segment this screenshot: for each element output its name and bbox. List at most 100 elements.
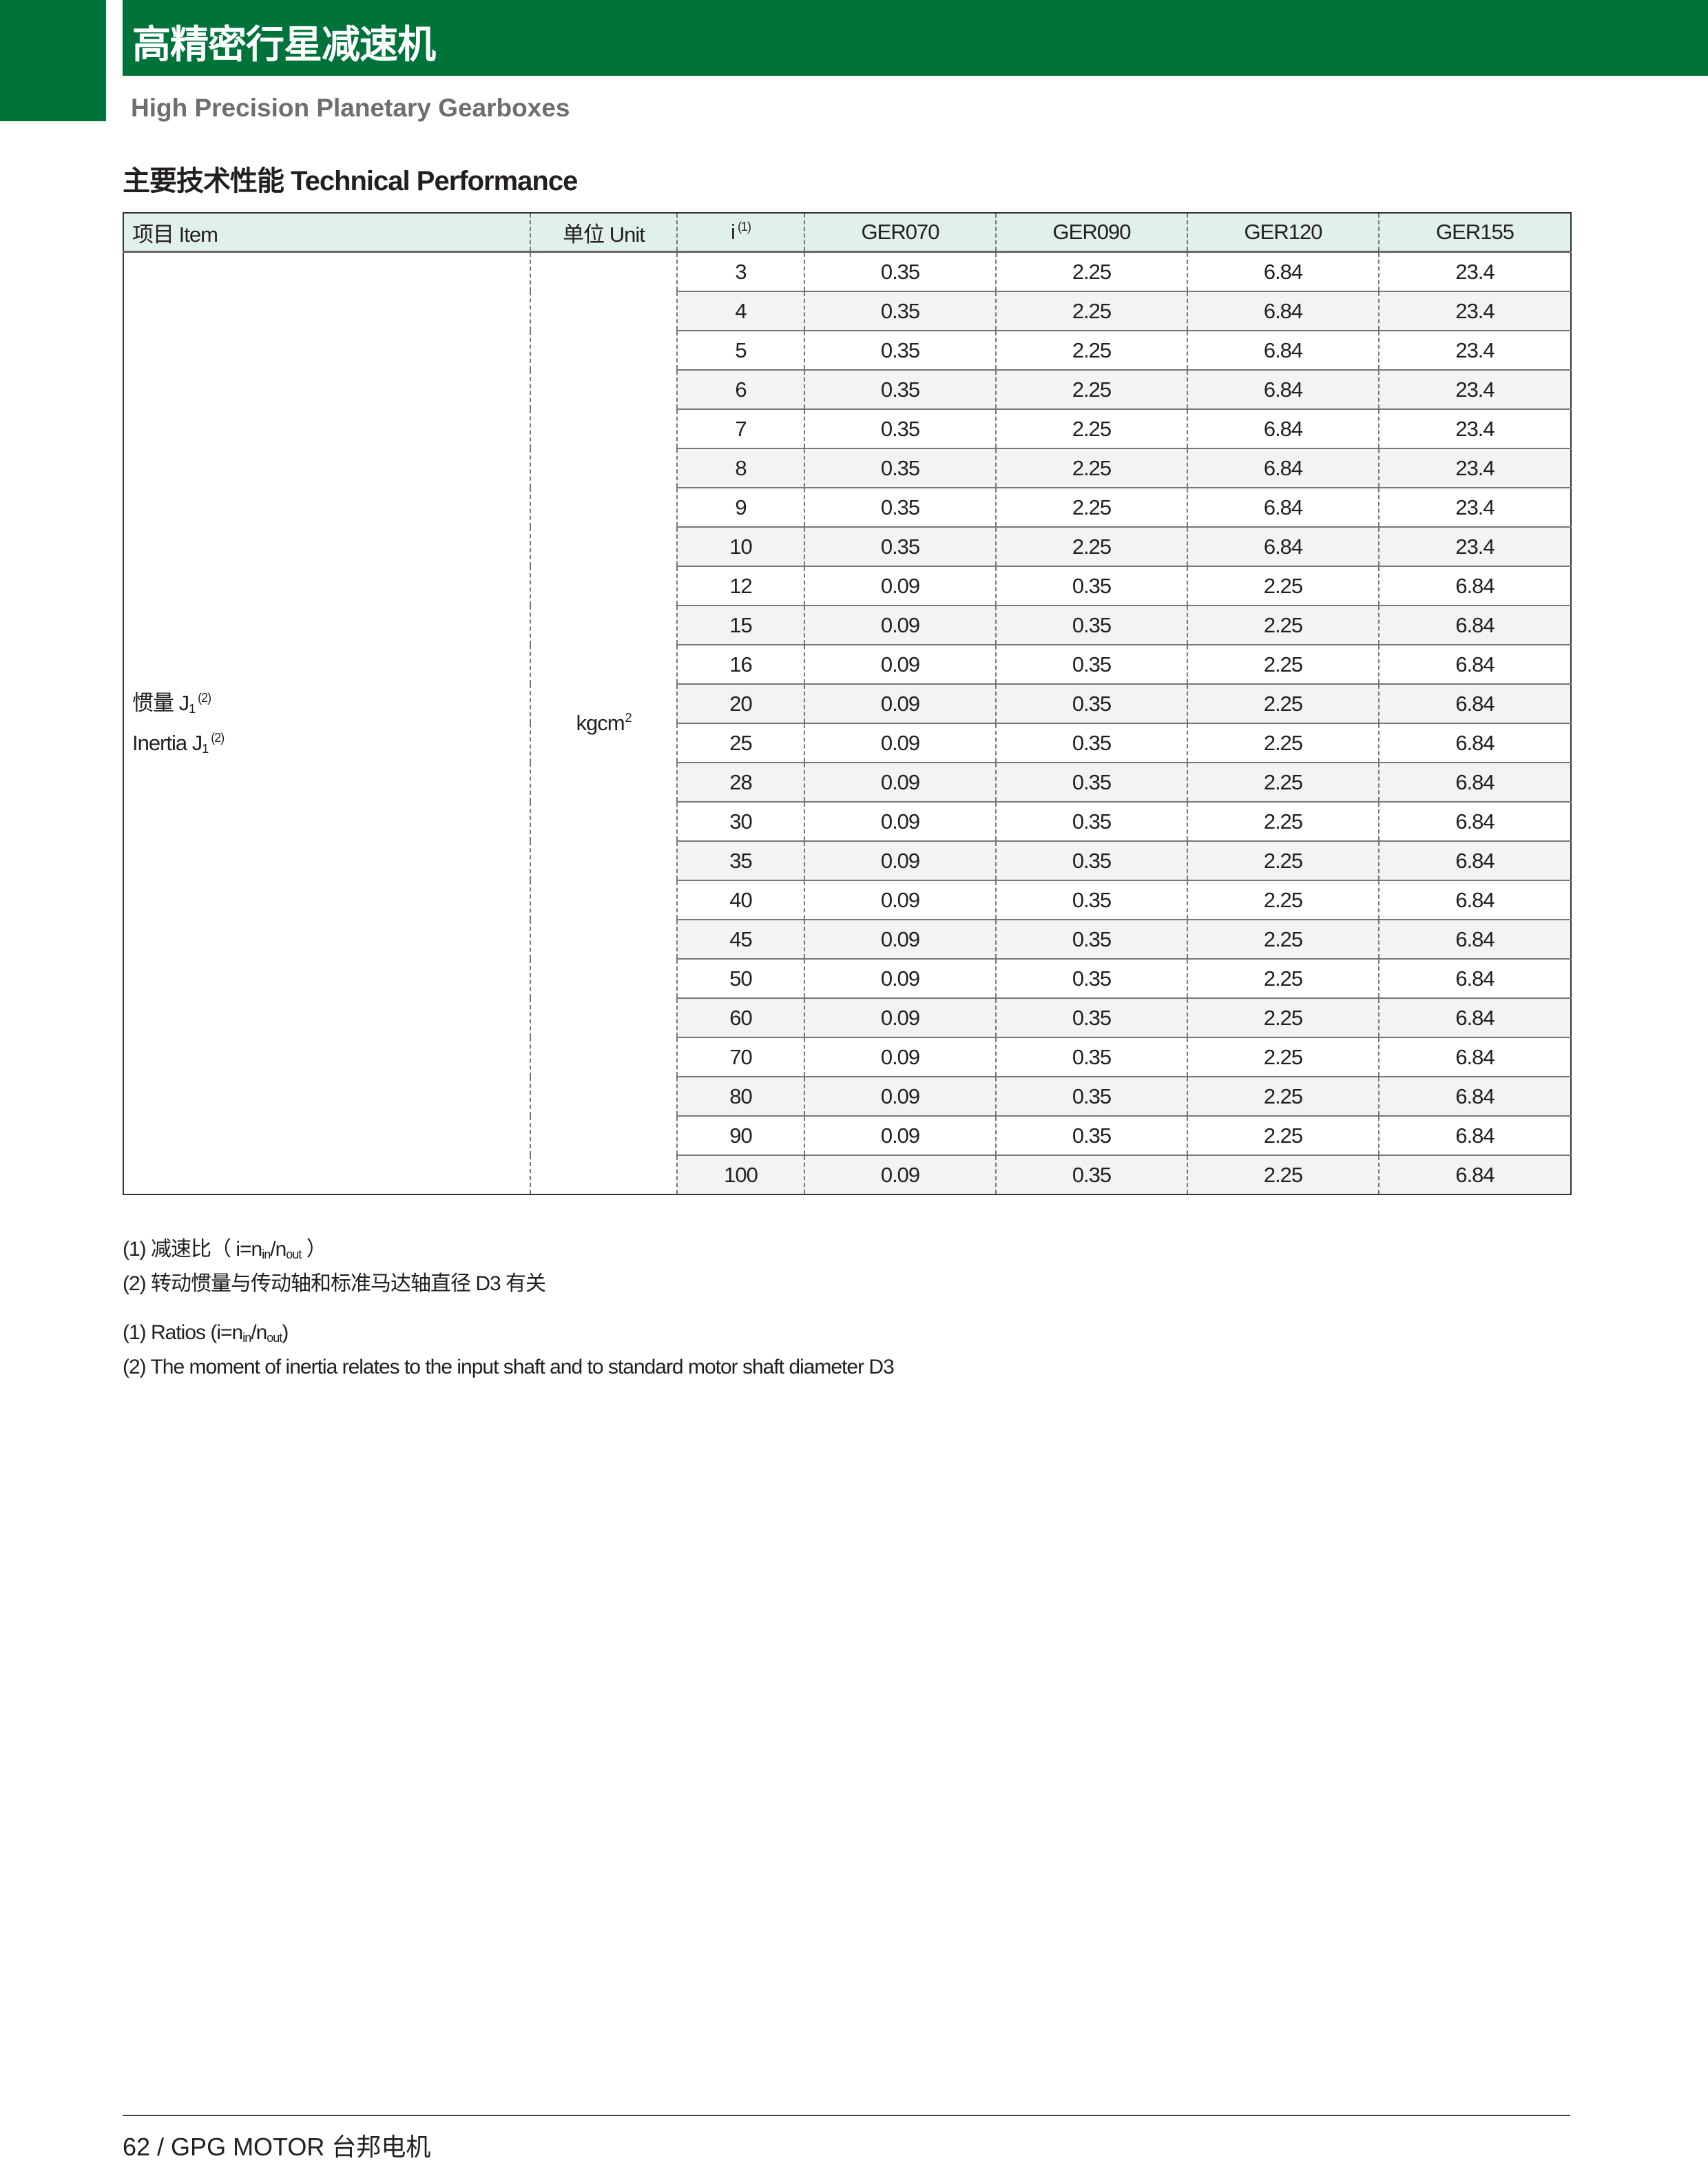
inertia-value: 0.35 xyxy=(995,1115,1187,1155)
inertia-value: 0.35 xyxy=(995,762,1187,802)
inertia-value: 2.25 xyxy=(1187,880,1379,920)
inertia-value: 0.35 xyxy=(995,997,1187,1037)
inertia-value: 6.84 xyxy=(1378,1115,1571,1155)
table-row: 8 0.35 2.25 6.84 23.4 xyxy=(123,448,1571,488)
note-ref: (2) xyxy=(211,731,225,745)
footer-divider xyxy=(123,2115,1570,2116)
ratio-cell: 45 xyxy=(676,919,804,959)
inertia-value: 6.84 xyxy=(1187,251,1379,291)
ratio-cell: 16 xyxy=(676,644,804,684)
page-title: 高精密行星减速机 xyxy=(132,23,436,66)
inertia-value: 0.35 xyxy=(804,408,996,448)
table-row: 28 0.09 0.35 2.25 6.84 xyxy=(123,762,1571,802)
inertia-value: 6.84 xyxy=(1378,644,1571,684)
inertia-value: 6.84 xyxy=(1187,448,1379,488)
inertia-value: 0.35 xyxy=(995,644,1187,684)
table-row: 60 0.09 0.35 2.25 6.84 xyxy=(123,997,1571,1037)
note-sub: in xyxy=(262,1248,271,1261)
inertia-value: 6.84 xyxy=(1378,880,1571,920)
ratio-cell: 25 xyxy=(676,723,804,763)
ratio-cell: 15 xyxy=(676,605,804,645)
table-row: 25 0.09 0.35 2.25 6.84 xyxy=(123,723,1571,763)
note-ref: (2) xyxy=(198,691,211,705)
inertia-value: 0.09 xyxy=(804,1115,996,1155)
header-bar: 高精密行星减速机 xyxy=(123,0,1708,76)
inertia-value: 0.09 xyxy=(804,1037,996,1077)
subscript: 1 xyxy=(202,742,209,756)
ratio-cell: 10 xyxy=(676,526,804,566)
inertia-value: 6.84 xyxy=(1378,723,1571,763)
inertia-value: 0.09 xyxy=(804,762,996,802)
inertia-value: 0.35 xyxy=(995,1155,1187,1194)
note-text: (1) 减速比（ i=n xyxy=(123,1238,262,1261)
inertia-value: 0.09 xyxy=(804,566,996,606)
inertia-value: 23.4 xyxy=(1378,330,1571,370)
header-model: GER090 xyxy=(995,213,1187,253)
table-row: 50 0.09 0.35 2.25 6.84 xyxy=(123,958,1571,998)
inertia-value: 6.84 xyxy=(1378,566,1571,606)
inertia-value: 0.35 xyxy=(995,605,1187,645)
inertia-value: 6.84 xyxy=(1378,958,1571,998)
inertia-value: 2.25 xyxy=(1187,997,1379,1037)
ratio-cell: 3 xyxy=(676,251,804,291)
inertia-value: 2.25 xyxy=(1187,958,1379,998)
inertia-value: 6.84 xyxy=(1378,762,1571,802)
inertia-value: 0.09 xyxy=(804,958,996,998)
inertia-value: 6.84 xyxy=(1187,487,1379,527)
inertia-value: 0.09 xyxy=(804,997,996,1037)
subscript: 1 xyxy=(189,702,196,716)
inertia-value: 0.35 xyxy=(804,448,996,488)
inertia-value: 0.09 xyxy=(804,801,996,841)
inertia-value: 2.25 xyxy=(1187,919,1379,959)
ratio-cell: 12 xyxy=(676,566,804,606)
table-row: 4 0.35 2.25 6.84 23.4 xyxy=(123,291,1571,331)
ratio-cell: 9 xyxy=(676,487,804,527)
inertia-value: 2.25 xyxy=(995,526,1187,566)
inertia-value: 0.35 xyxy=(804,330,996,370)
inertia-value: 0.35 xyxy=(995,919,1187,959)
inertia-value: 2.25 xyxy=(1187,566,1379,606)
header-item: 项目 Item xyxy=(123,213,530,253)
note-text: /n xyxy=(251,1321,267,1344)
inertia-value: 2.25 xyxy=(995,408,1187,448)
table-row: 10 0.35 2.25 6.84 23.4 xyxy=(123,526,1571,566)
table-header-row: 项目 Item 单位 Unit i (1) GER070 GER090 GER12… xyxy=(123,213,1571,253)
footnote-cn-1: (1) 减速比（ i=nin/nout ） xyxy=(123,1232,327,1262)
inertia-value: 0.09 xyxy=(804,644,996,684)
inertia-value: 6.84 xyxy=(1187,330,1379,370)
table-row: 45 0.09 0.35 2.25 6.84 xyxy=(123,919,1571,959)
page-footer: 62 / GPG MOTOR 台邦电机 xyxy=(123,2133,431,2161)
inertia-value: 6.84 xyxy=(1187,408,1379,448)
inertia-value: 0.35 xyxy=(995,880,1187,920)
inertia-value: 0.35 xyxy=(995,683,1187,723)
inertia-value: 2.25 xyxy=(1187,1115,1379,1155)
inertia-value: 0.35 xyxy=(804,369,996,409)
page-subtitle: High Precision Planetary Gearboxes xyxy=(131,94,570,122)
footnote-en-2: (2) The moment of inertia relates to the… xyxy=(123,1356,895,1378)
inertia-value: 6.84 xyxy=(1378,997,1571,1037)
inertia-value: 2.25 xyxy=(995,251,1187,291)
inertia-value: 0.09 xyxy=(804,880,996,920)
ratio-cell: 20 xyxy=(676,683,804,723)
note-text: /n xyxy=(270,1238,287,1261)
header-model: GER120 xyxy=(1187,213,1379,253)
inertia-value: 2.25 xyxy=(1187,1155,1379,1194)
inertia-value: 0.35 xyxy=(995,566,1187,606)
inertia-value: 0.09 xyxy=(804,723,996,763)
note-sub: out xyxy=(286,1248,302,1261)
table-row: 40 0.09 0.35 2.25 6.84 xyxy=(123,880,1571,920)
inertia-value: 2.25 xyxy=(995,487,1187,527)
ratio-cell: 40 xyxy=(676,880,804,920)
inertia-value: 23.4 xyxy=(1378,251,1571,291)
inertia-value: 23.4 xyxy=(1378,408,1571,448)
inertia-value: 0.09 xyxy=(804,919,996,959)
inertia-value: 0.35 xyxy=(995,1037,1187,1077)
ratio-cell: 80 xyxy=(676,1076,804,1116)
table-row: 惯量 J1(2) Inertia J1(2) kgcm2 3 0.35 2.25 6.8… xyxy=(123,251,1571,1194)
inertia-value: 6.84 xyxy=(1378,801,1571,841)
ratio-cell: 7 xyxy=(676,408,804,448)
item-label-en: Inertia J1(2) xyxy=(132,723,530,763)
inertia-value: 6.84 xyxy=(1187,291,1379,331)
ratio-note: (1) xyxy=(737,220,751,234)
inertia-value: 2.25 xyxy=(1187,1076,1379,1116)
